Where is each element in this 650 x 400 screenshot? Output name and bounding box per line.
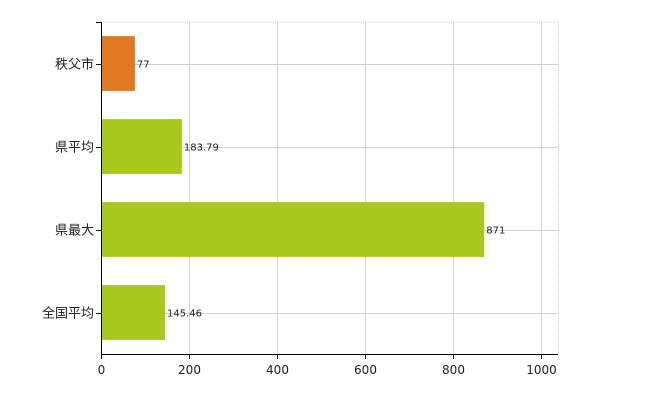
x-tick-label: 800 [442, 363, 465, 377]
axes [96, 22, 558, 359]
data-label: 871 [486, 226, 505, 237]
x-tick-label: 600 [354, 363, 377, 377]
bar [101, 285, 166, 340]
x-tick-label: 1000 [526, 363, 557, 377]
x-tick-label: 400 [266, 363, 289, 377]
x-tick-label: 0 [98, 363, 106, 377]
bars [101, 36, 485, 340]
category-label: 県平均 [55, 141, 94, 156]
data-label: 77 [137, 60, 150, 71]
category-label: 全国平均 [42, 306, 94, 322]
data-label: 183.79 [184, 143, 219, 154]
data-label: 145.46 [167, 309, 202, 320]
x-tick-label: 200 [178, 363, 201, 377]
bar [101, 202, 485, 257]
bar [101, 119, 182, 174]
bar [101, 36, 135, 91]
category-label: 秩父市 [55, 57, 94, 73]
category-label: 県最大 [55, 224, 94, 239]
grid-lines [101, 21, 559, 354]
